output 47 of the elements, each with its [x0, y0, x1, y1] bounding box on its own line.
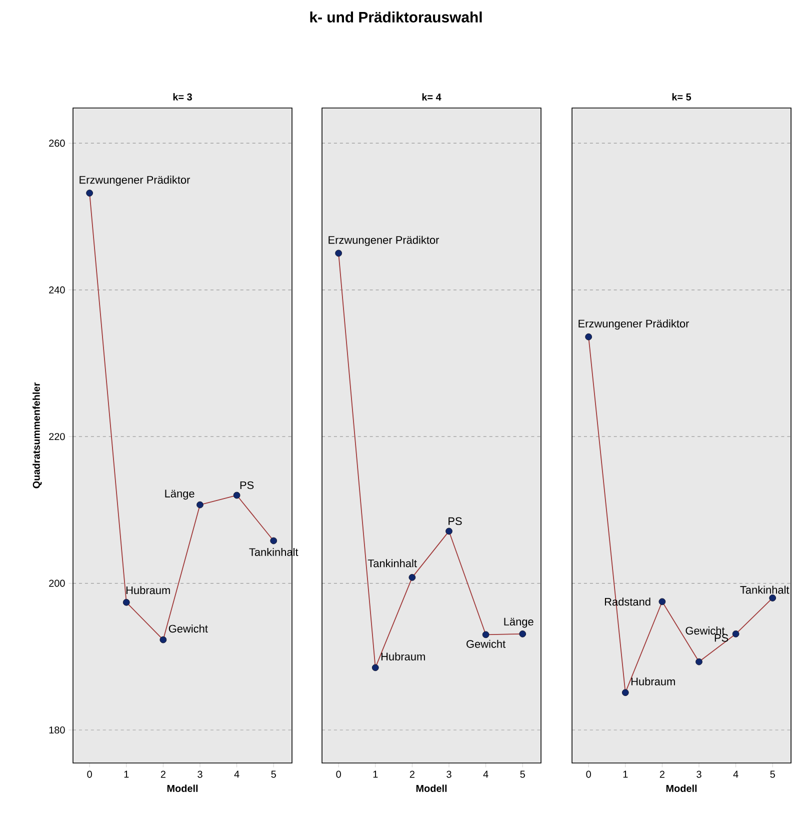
x-tick-label: 3 [696, 770, 702, 778]
x-tick-label: 4 [733, 770, 738, 778]
x-tick-label: 5 [770, 770, 775, 778]
x-tick-label: 1 [373, 770, 378, 778]
annotation: Gewicht [168, 624, 208, 633]
annotation: PS [714, 634, 728, 642]
y-tick-label: 180 [49, 726, 65, 734]
x-axis-title: Modell [666, 784, 697, 792]
y-axis-title: Quadratsummenfehler [32, 382, 42, 488]
annotation: Gewicht [686, 626, 725, 635]
x-tick-label: 5 [271, 770, 276, 778]
annotation: Gewicht [466, 640, 506, 648]
annotation: Erzwungener Prädiktor [328, 236, 440, 246]
y-tick-label: 240 [49, 286, 65, 294]
x-axis-title: Modell [416, 784, 447, 792]
x-tick-label: 3 [198, 770, 202, 778]
annotation: Erzwungener Prädiktor [578, 319, 690, 330]
x-tick-label: 2 [160, 770, 166, 778]
chart-subtitle: k= 3 [173, 93, 192, 100]
chart-title: k- und Prädiktorauswahl [310, 12, 482, 22]
x-tick-label: 0 [586, 770, 591, 778]
x-tick-label: 1 [623, 770, 628, 778]
x-tick-label: 0 [87, 770, 92, 778]
annotation: Tankinhalt [740, 586, 790, 594]
chart-subtitle: k= 4 [422, 93, 442, 100]
chart-subtitle: k= 5 [672, 93, 692, 100]
y-tick-label: 220 [49, 433, 65, 440]
annotation: PS [240, 481, 254, 490]
annotation: Erzwungener Prädiktor [80, 176, 190, 186]
x-axis-title: Modell [167, 784, 198, 792]
annotation: Länge [504, 618, 534, 628]
annotation: Hubraum [126, 586, 170, 594]
y-tick-label: 260 [49, 140, 65, 147]
annotation: Hubraum [381, 652, 425, 660]
annotation: Tankinhalt [368, 559, 417, 568]
x-tick-label: 0 [336, 770, 341, 778]
x-tick-label: 2 [660, 770, 664, 778]
x-tick-label: 2 [410, 770, 414, 778]
x-tick-label: 5 [520, 770, 525, 778]
annotation: Hubraum [631, 677, 675, 686]
x-tick-label: 3 [446, 770, 452, 778]
annotation: Länge [165, 490, 194, 500]
x-tick-label: 4 [234, 770, 240, 778]
y-tick-label: 200 [49, 580, 65, 587]
annotation: PS [448, 517, 462, 526]
x-tick-label: 1 [124, 770, 129, 778]
x-tick-label: 4 [483, 770, 488, 778]
